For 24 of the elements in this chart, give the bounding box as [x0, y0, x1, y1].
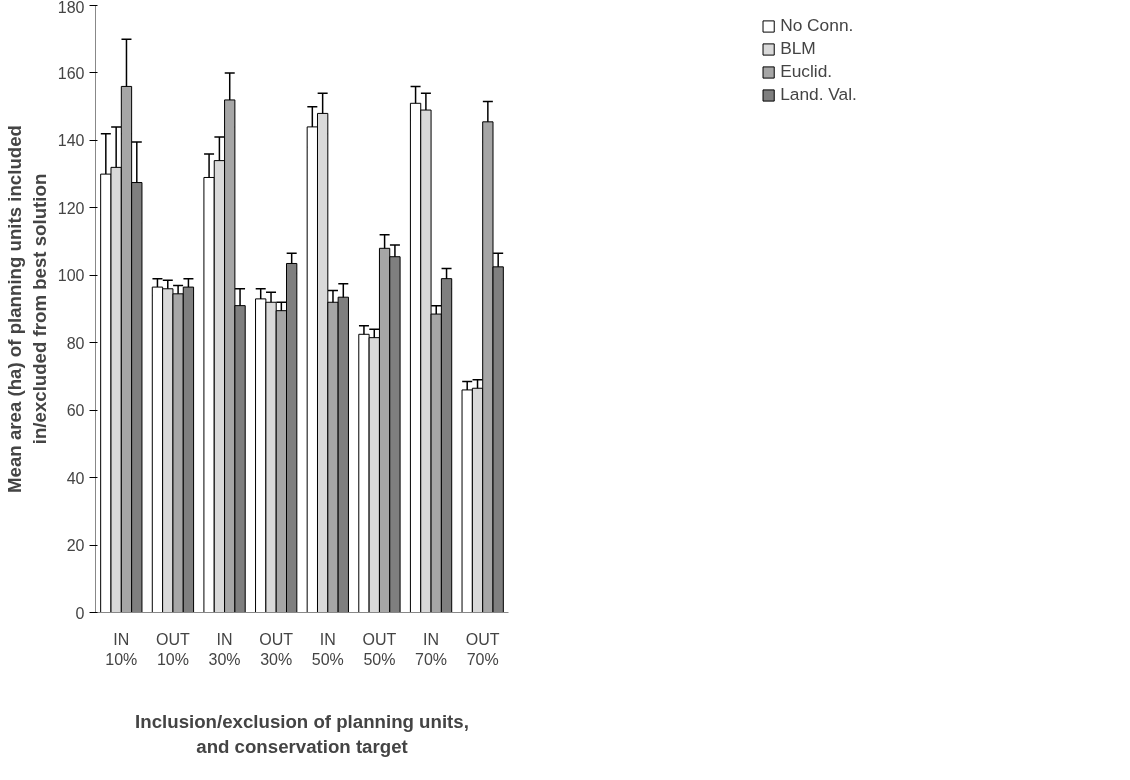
- legend-label: BLM: [780, 38, 816, 59]
- y-tick-label: 100: [57, 267, 85, 285]
- y-tick-label: 180: [57, 0, 85, 16]
- x-tick-label: IN 10%: [105, 630, 138, 668]
- y-tick-label: 0: [75, 604, 85, 622]
- x-tick-label: OUT 10%: [156, 630, 191, 668]
- x-axis-title: Inclusion/exclusion of planning units, and conservation target: [135, 710, 469, 758]
- legend-label: No Conn.: [780, 15, 854, 36]
- y-tick-label: 120: [57, 199, 85, 217]
- x-tick-label: OUT 30%: [259, 630, 294, 668]
- y-axis-title: Mean area (ha) of planning units included in/excluded from best solution: [3, 125, 50, 493]
- x-tick-label: IN 70%: [415, 630, 448, 668]
- y-tick-label: 80: [66, 334, 85, 352]
- x-tick-label: OUT 70%: [465, 630, 500, 668]
- x-tick-label: OUT 50%: [362, 630, 397, 668]
- y-tick-label: 60: [66, 402, 85, 420]
- y-tick-label: 40: [66, 469, 85, 487]
- legend-label: Euclid.: [780, 61, 833, 82]
- x-tick-label: IN 50%: [311, 630, 344, 668]
- y-tick-label: 20: [66, 537, 85, 555]
- legend-label: Land. Val.: [780, 84, 857, 105]
- x-tick-label: IN 30%: [208, 630, 241, 668]
- y-tick-label: 160: [57, 64, 85, 82]
- y-tick-label: 140: [57, 132, 85, 150]
